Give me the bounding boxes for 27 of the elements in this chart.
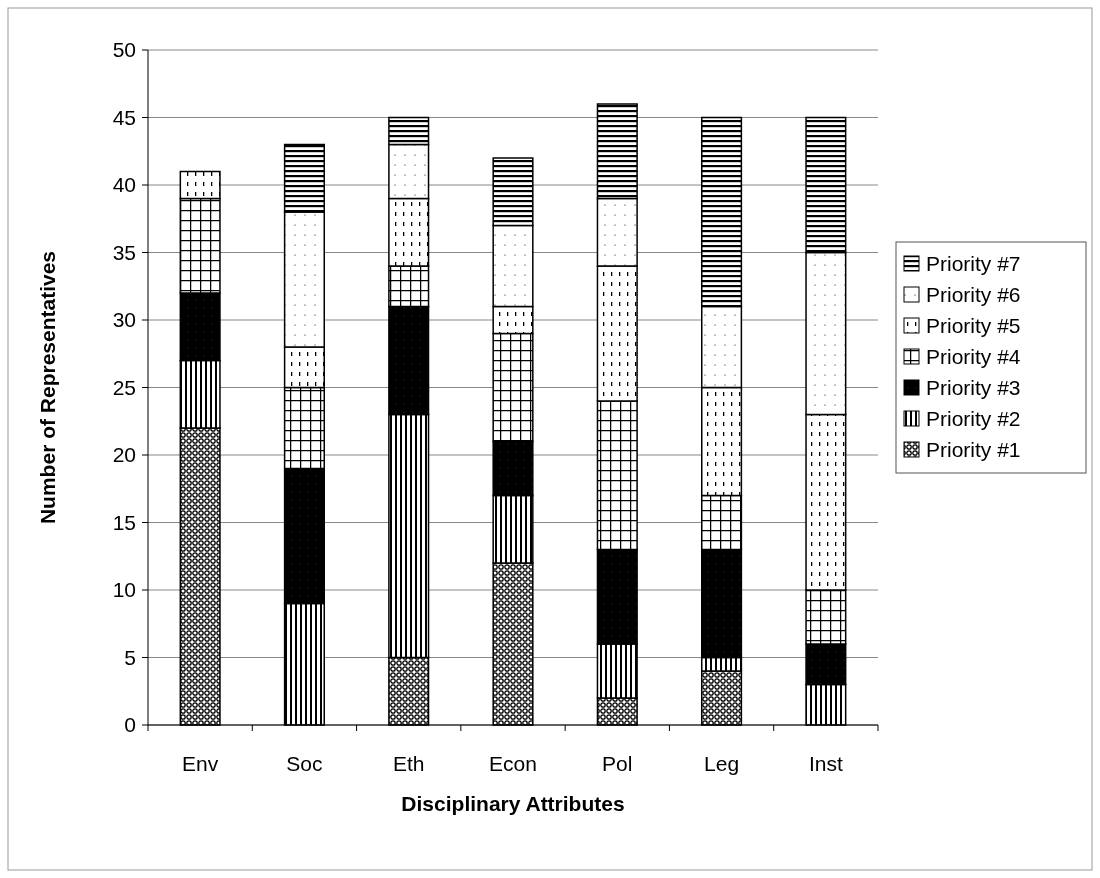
x-tick-label: Eth <box>392 752 425 775</box>
legend-label: Priority #2 <box>926 407 1021 431</box>
y-tick-label: 30 <box>112 308 136 332</box>
legend-label: Priority #6 <box>926 283 1021 307</box>
x-tick-label: Econ <box>489 752 537 775</box>
x-tick-label: Inst <box>808 752 843 775</box>
y-tick-label: 40 <box>112 173 136 197</box>
y-tick-label: 25 <box>112 375 136 399</box>
y-axis-title: Number of Representatives <box>36 250 59 525</box>
y-tick-label: 0 <box>124 713 136 737</box>
legend-label: Priority #3 <box>926 376 1021 400</box>
x-tick-label: Leg <box>704 752 740 775</box>
y-tick-label: 50 <box>112 38 136 62</box>
y-tick-label: 20 <box>112 443 136 467</box>
y-tick-label: 5 <box>124 645 136 669</box>
legend-label: Priority #1 <box>926 438 1021 462</box>
x-axis-title: Disciplinary Attributes <box>401 792 625 815</box>
x-tick-label: Soc <box>286 752 323 775</box>
y-tick-label: 35 <box>112 240 136 264</box>
x-tick-label: Env <box>182 752 219 775</box>
legend-label: Priority #7 <box>926 252 1021 276</box>
legend-label: Priority #4 <box>926 345 1021 369</box>
y-tick-label: 10 <box>112 578 136 602</box>
y-tick-label: 45 <box>112 105 136 129</box>
y-tick-label: 15 <box>112 510 136 534</box>
x-tick-label: Pol <box>602 752 633 775</box>
legend-label: Priority #5 <box>926 314 1021 338</box>
